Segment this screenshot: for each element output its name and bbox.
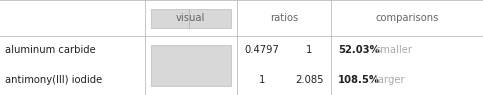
Text: visual: visual [176, 13, 205, 23]
Bar [151, 9, 231, 28]
Text: 52.03%: 52.03% [338, 45, 380, 55]
Text: larger: larger [375, 75, 405, 85]
Bar [151, 45, 231, 86]
Text: 1: 1 [306, 45, 313, 55]
Text: 0.4797: 0.4797 [244, 45, 280, 55]
Text: 108.5%: 108.5% [338, 75, 380, 85]
Text: smaller: smaller [375, 45, 412, 55]
Text: 1: 1 [259, 75, 265, 85]
Text: aluminum carbide: aluminum carbide [5, 45, 96, 55]
Text: 2.085: 2.085 [295, 75, 324, 85]
Text: ratios: ratios [270, 13, 298, 23]
Text: antimony(III) iodide: antimony(III) iodide [5, 75, 102, 85]
Text: comparisons: comparisons [375, 13, 439, 23]
